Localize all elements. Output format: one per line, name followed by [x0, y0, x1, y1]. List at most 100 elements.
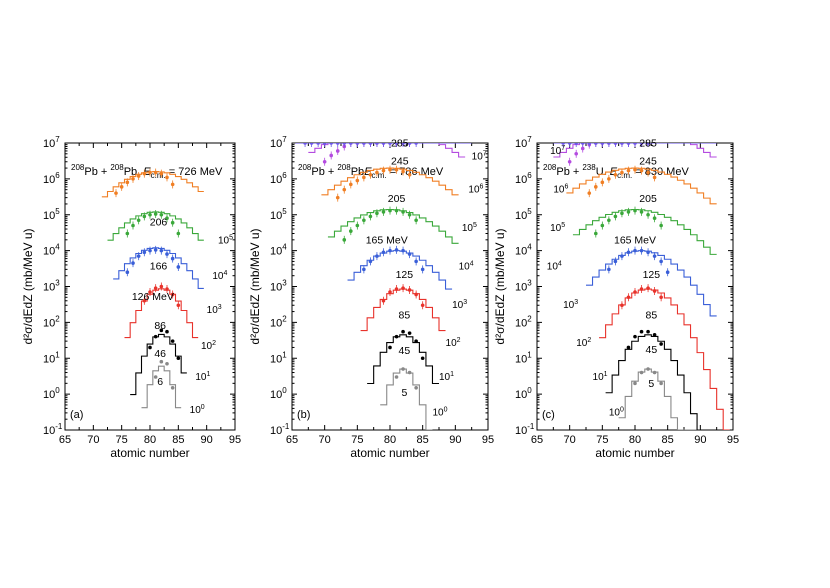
data-point: [170, 339, 175, 343]
scale-factor-label: 105: [462, 222, 477, 234]
data-point: [407, 331, 412, 335]
x-tick-label: 85: [662, 434, 674, 446]
scale-factor-label: 106: [468, 183, 483, 195]
data-point: [652, 333, 657, 337]
scale-factor-label: 104: [459, 260, 474, 272]
y-tick-label: 10-1: [270, 422, 290, 437]
y-tick-label: 10-1: [43, 422, 63, 437]
data-point: [659, 381, 663, 386]
energy-label: 125: [396, 269, 414, 281]
x-tick-label: 65: [286, 434, 298, 446]
y-tick-label: 107: [515, 135, 532, 150]
energy-label: 285: [639, 137, 657, 149]
energy-label: 245: [391, 156, 409, 168]
y-tick-label: 105: [515, 207, 532, 222]
y-tick-label: 102: [270, 314, 287, 329]
series-curve-1: [605, 334, 730, 430]
x-tick-label: 95: [727, 434, 739, 446]
energy-label: 85: [399, 309, 411, 321]
y-tick-label: 100: [43, 386, 60, 401]
x-tick-label: 80: [629, 434, 641, 446]
y-tick-label: 102: [515, 314, 532, 329]
y-tick-label: 104: [515, 243, 532, 258]
y-tick-label: 106: [515, 171, 532, 186]
y-tick-label: 104: [270, 243, 287, 258]
series-curve-3: [586, 250, 717, 317]
energy-label: 165 MeV: [366, 234, 408, 246]
data-point: [153, 334, 158, 339]
y-tick-label: 101: [515, 350, 532, 365]
panel-letter: (a): [70, 409, 83, 421]
y-axis-title: d²σ/dEdZ (mb/MeV u): [493, 228, 507, 344]
y-tick-label: 103: [270, 279, 287, 294]
plot-area: [553, 143, 730, 430]
data-point: [646, 367, 650, 371]
x-axis-title: atomic number: [110, 446, 189, 460]
y-tick-label: 107: [270, 135, 287, 150]
y-tick-label: 103: [515, 279, 532, 294]
data-point: [414, 339, 418, 343]
scale-factor-label: 103: [563, 299, 578, 311]
scale-factor-label: 102: [201, 340, 216, 352]
energy-label: 45: [645, 344, 657, 356]
data-point: [407, 370, 412, 375]
series-curve-6: [308, 143, 466, 158]
energy-label: 206: [150, 217, 168, 229]
data-point: [165, 362, 169, 366]
series-curve-0: [141, 365, 182, 409]
y-tick-label: 104: [43, 243, 60, 258]
x-tick-label: 75: [596, 434, 608, 446]
energy-label: 126 MeV: [132, 291, 174, 303]
x-tick-label: 95: [229, 434, 241, 446]
y-tick-label: 101: [43, 350, 60, 365]
x-tick-label: 75: [116, 434, 128, 446]
series-curve-6: [553, 143, 717, 158]
series-curve-3: [347, 250, 453, 290]
x-axis-title: atomic number: [595, 446, 674, 460]
series-curve-3: [113, 247, 204, 290]
energy-label: 5: [401, 387, 407, 399]
series-curve-4: [327, 208, 459, 244]
energy-label: 45: [399, 345, 411, 357]
x-tick-label: 70: [319, 434, 331, 446]
scale-factor-label: 100: [609, 407, 624, 419]
plot-area: [295, 143, 472, 430]
scale-factor-label: 100: [190, 404, 205, 416]
data-point: [153, 375, 158, 379]
x-tick-label: 90: [449, 434, 461, 446]
data-point: [176, 356, 181, 361]
y-tick-label: 106: [270, 171, 287, 186]
plot-area: [101, 168, 204, 409]
scale-factor-label: 102: [576, 337, 591, 349]
energy-label: 205: [388, 193, 406, 205]
y-axis-title: d²σ/dEdZ (mb/MeV u): [248, 228, 262, 344]
scale-factor-label: 107: [472, 150, 487, 162]
y-tick-label: 101: [270, 350, 287, 365]
data-point: [165, 329, 169, 334]
series-curve-1: [130, 333, 187, 396]
x-tick-label: 70: [87, 434, 99, 446]
x-tick-label: 80: [144, 434, 156, 446]
x-tick-label: 90: [201, 434, 213, 446]
data-point: [388, 345, 392, 350]
data-point: [170, 386, 175, 390]
data-point: [633, 334, 637, 339]
panel-c: 65 70 75 80 85 90 95 10-1 100 101 102 103 104 105 106 1…: [493, 135, 739, 460]
panel-title: 208Pb + 208PbEc.m. = 786 MeV: [298, 163, 444, 180]
y-tick-label: 107: [43, 135, 60, 150]
x-tick-label: 90: [694, 434, 706, 446]
energy-label: 205: [639, 193, 657, 205]
scale-factor-label: 101: [439, 371, 454, 383]
data-point: [401, 367, 405, 371]
panel-letter: (c): [542, 409, 555, 421]
data-point: [414, 386, 418, 390]
x-tick-label: 65: [531, 434, 543, 446]
data-point: [159, 328, 164, 333]
scale-factor-label: 101: [593, 371, 608, 383]
energy-label: 125: [643, 269, 661, 281]
energy-label: 285: [391, 137, 409, 149]
series-curve-0: [618, 368, 730, 430]
scale-factor-label: 102: [446, 337, 461, 349]
energy-label: 5: [648, 378, 654, 390]
